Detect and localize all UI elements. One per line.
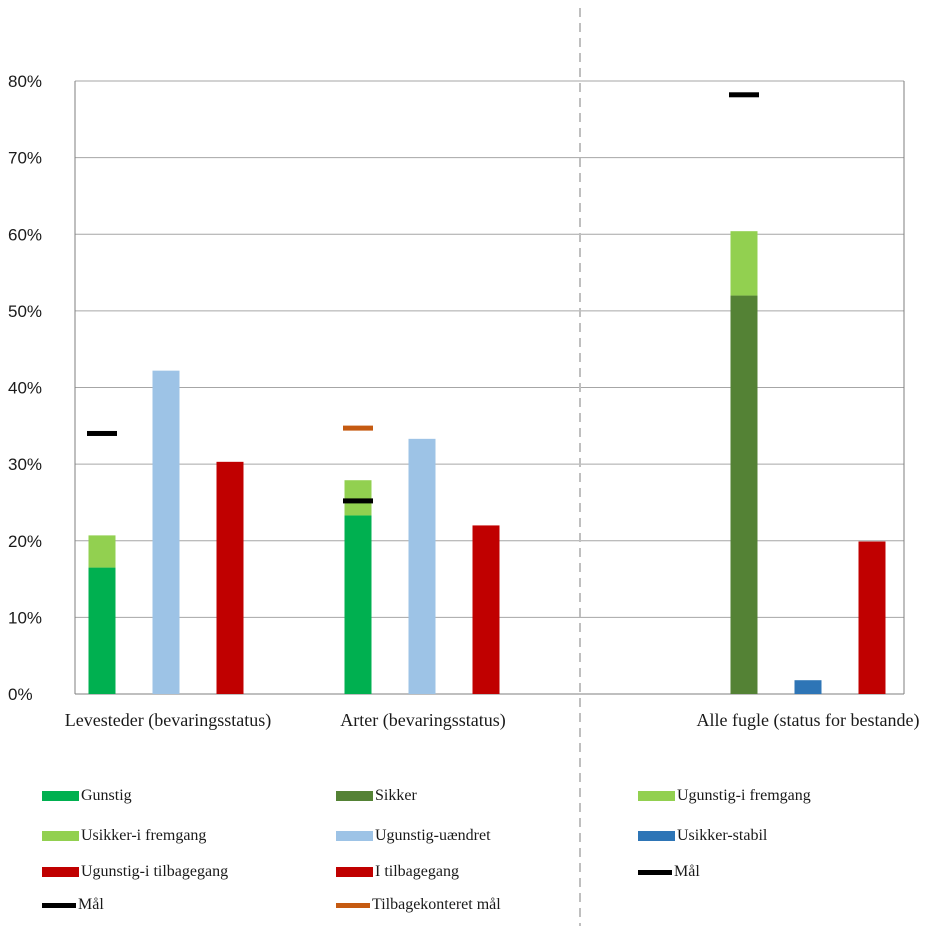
bar-segment xyxy=(408,438,436,694)
bar-segment xyxy=(730,231,758,296)
target-marker xyxy=(729,92,759,98)
y-tick-label: 70% xyxy=(8,149,42,168)
category-labels: Levesteder (bevaringsstatus) Arter (bevar… xyxy=(65,710,920,731)
y-tick-label: 20% xyxy=(8,532,42,551)
bar-segment xyxy=(858,541,886,694)
y-tick-label: 0% xyxy=(8,685,33,704)
bar-segment xyxy=(344,480,372,516)
y-tick-label: 10% xyxy=(8,608,42,627)
bar-segment xyxy=(794,680,822,694)
category-label: Alle fugle (status for bestande) xyxy=(697,710,920,731)
y-tick-labels: 0% 10% 20% 30% 40% 50% 60% 70% 80% xyxy=(8,72,42,704)
y-tick-label: 50% xyxy=(8,302,42,321)
target-marker xyxy=(343,498,373,504)
category-label: Levesteder (bevaringsstatus) xyxy=(65,710,271,731)
y-tick-label: 40% xyxy=(8,379,42,398)
y-tick-label: 30% xyxy=(8,455,42,474)
target-marker xyxy=(343,425,373,431)
bar-segment xyxy=(88,567,116,694)
bar-segment xyxy=(472,525,500,694)
target-marker xyxy=(87,430,117,436)
y-tick-label: 60% xyxy=(8,225,42,244)
target-markers xyxy=(87,92,759,504)
y-tick-label: 80% xyxy=(8,72,42,91)
bars xyxy=(88,231,886,694)
bar-segment xyxy=(730,295,758,694)
bar-segment xyxy=(344,515,372,694)
gridlines xyxy=(75,80,904,618)
category-label: Arter (bevaringsstatus) xyxy=(340,710,505,731)
bar-segment xyxy=(88,535,116,568)
bar-segment xyxy=(216,461,244,694)
bar-segment xyxy=(152,370,180,694)
